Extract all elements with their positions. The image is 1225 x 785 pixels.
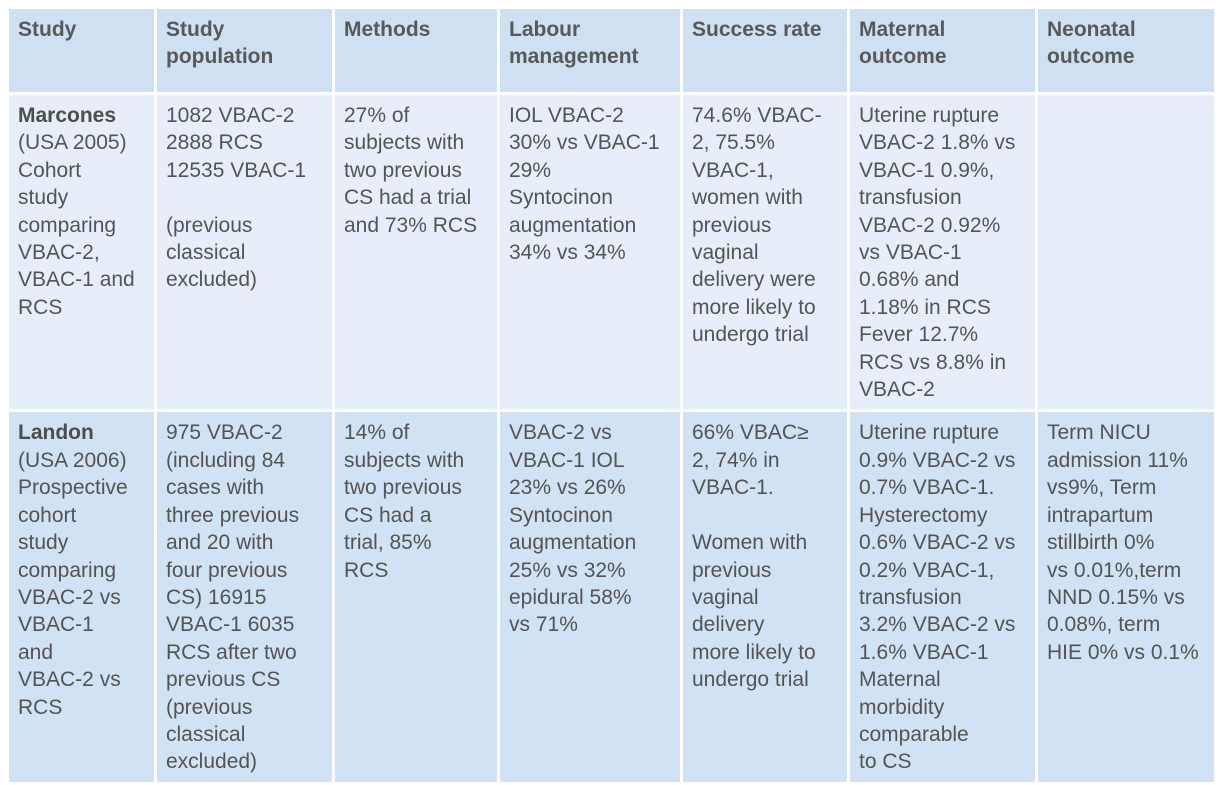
cell-population: 1082 VBAC-2 2888 RCS 12535 VBAC-1 (previ… [157,95,332,410]
cell-neonatal [1038,95,1214,410]
cell-maternal: Uterine rupture 0.9% VBAC-2 vs 0.7% VBAC… [850,412,1035,782]
header-maternal: Maternal outcome [850,9,1035,92]
cell-methods: 14% of subjects with two previous CS had… [335,412,497,782]
header-methods: Methods [335,9,497,92]
cell-success: 66% VBAC≥ 2, 74% in VBAC-1. Women with p… [683,412,847,782]
study-detail: (USA 2005) Cohort study comparing VBAC-2… [18,131,135,319]
cell-population: 975 VBAC-2 (including 84 cases with thre… [157,412,332,782]
header-neonatal: Neonatal outcome [1038,9,1214,92]
table-row: Marcones (USA 2005) Cohort study compari… [9,95,1214,410]
header-labour: Labour management [500,9,680,92]
cell-study: Landon (USA 2006) Prospective cohort stu… [9,412,154,782]
study-name: Landon [18,421,94,445]
cell-success: 74.6% VBAC- 2, 75.5% VBAC-1, women with … [683,95,847,410]
cell-maternal: Uterine rupture VBAC-2 1.8% vs VBAC-1 0.… [850,95,1035,410]
header-row: Study Study population Methods Labour ma… [9,9,1214,92]
header-study: Study [9,9,154,92]
cell-labour: VBAC-2 vs VBAC-1 IOL 23% vs 26% Syntocin… [500,412,680,782]
table-row: Landon (USA 2006) Prospective cohort stu… [9,412,1214,782]
cell-neonatal: Term NICU admission 11% vs9%, Term intra… [1038,412,1214,782]
cell-labour: IOL VBAC-2 30% vs VBAC-1 29% Syntocinon … [500,95,680,410]
study-detail: (USA 2006) Prospective cohort study comp… [18,448,128,719]
study-comparison-table: Study Study population Methods Labour ma… [6,6,1217,785]
header-population: Study population [157,9,332,92]
header-success: Success rate [683,9,847,92]
study-name: Marcones [18,104,117,127]
cell-methods: 27% of subjects with two previous CS had… [335,95,497,410]
cell-study: Marcones (USA 2005) Cohort study compari… [9,95,154,410]
